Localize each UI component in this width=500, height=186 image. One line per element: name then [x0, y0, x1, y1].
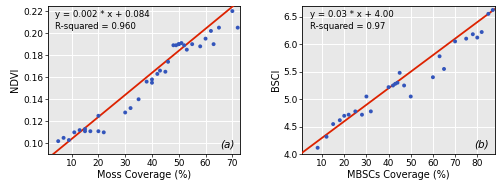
Point	[462, 37, 470, 40]
Point	[60, 136, 68, 139]
X-axis label: MBSCs Coverage (%): MBSCs Coverage (%)	[347, 170, 450, 180]
Point	[164, 60, 172, 63]
Point	[148, 78, 156, 81]
Point	[70, 131, 78, 134]
Point	[391, 82, 399, 85]
Y-axis label: NDVI: NDVI	[10, 68, 20, 92]
Point	[474, 36, 482, 39]
Y-axis label: BSCI: BSCI	[271, 69, 281, 91]
Point	[188, 43, 196, 46]
Point	[76, 129, 84, 132]
X-axis label: Moss Coverage (%): Moss Coverage (%)	[97, 170, 191, 180]
Point	[162, 70, 170, 73]
Point	[81, 128, 89, 131]
Point	[65, 139, 73, 142]
Point	[396, 71, 404, 74]
Text: (a): (a)	[220, 140, 234, 150]
Point	[389, 84, 397, 87]
Point	[196, 45, 204, 48]
Point	[175, 43, 183, 46]
Point	[314, 146, 322, 149]
Point	[180, 44, 188, 47]
Point	[94, 114, 102, 117]
Point	[94, 130, 102, 133]
Point	[407, 95, 415, 98]
Point	[100, 131, 108, 134]
Point	[469, 33, 477, 36]
Point	[172, 44, 180, 47]
Point	[154, 72, 162, 75]
Point	[322, 135, 330, 138]
Point	[170, 44, 177, 47]
Text: y = 0.002 * x + 0.084
R-squared = 0.960: y = 0.002 * x + 0.084 R-squared = 0.960	[55, 10, 150, 31]
Point	[183, 48, 191, 51]
Text: y = 0.03 * x + 4.00
R-squared = 0.97: y = 0.03 * x + 4.00 R-squared = 0.97	[310, 10, 394, 31]
Point	[352, 110, 360, 113]
Point	[367, 110, 375, 113]
Point	[358, 113, 366, 116]
Point	[451, 40, 459, 43]
Point	[228, 10, 236, 13]
Point	[202, 37, 209, 40]
Text: (b): (b)	[474, 140, 489, 150]
Point	[440, 68, 448, 70]
Point	[54, 140, 62, 143]
Point	[429, 76, 437, 79]
Point	[384, 86, 392, 89]
Point	[126, 107, 134, 110]
Point	[175, 43, 183, 46]
Point	[436, 55, 444, 58]
Point	[215, 26, 223, 29]
Point	[142, 80, 150, 83]
Point	[400, 84, 408, 87]
Point	[86, 130, 94, 133]
Point	[394, 81, 402, 84]
Point	[210, 43, 218, 46]
Point	[329, 123, 337, 126]
Point	[148, 81, 156, 84]
Point	[134, 98, 142, 101]
Point	[336, 119, 344, 122]
Point	[340, 114, 348, 117]
Point	[81, 130, 89, 133]
Point	[489, 9, 497, 12]
Point	[484, 12, 492, 15]
Point	[478, 31, 486, 33]
Point	[207, 29, 215, 32]
Point	[344, 113, 352, 116]
Point	[121, 111, 129, 114]
Point	[234, 26, 241, 29]
Point	[178, 41, 186, 44]
Point	[362, 95, 370, 98]
Point	[156, 69, 164, 72]
